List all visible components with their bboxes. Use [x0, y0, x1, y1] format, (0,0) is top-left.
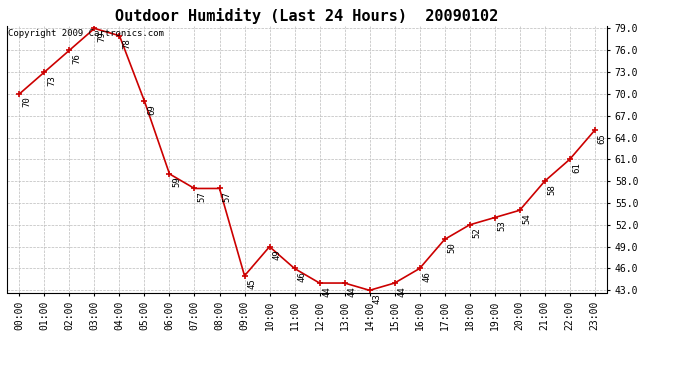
Text: 50: 50 — [447, 242, 456, 253]
Text: 46: 46 — [422, 271, 431, 282]
Text: 44: 44 — [397, 286, 406, 297]
Text: 49: 49 — [273, 249, 282, 260]
Text: 59: 59 — [172, 177, 181, 188]
Text: 78: 78 — [122, 39, 131, 49]
Text: 76: 76 — [72, 53, 81, 64]
Text: 52: 52 — [473, 228, 482, 238]
Text: 44: 44 — [322, 286, 331, 297]
Text: 69: 69 — [147, 104, 156, 115]
Text: 61: 61 — [573, 162, 582, 173]
Text: 45: 45 — [247, 279, 256, 289]
Text: 65: 65 — [598, 133, 607, 144]
Text: 54: 54 — [522, 213, 531, 224]
Text: 53: 53 — [497, 220, 506, 231]
Text: 44: 44 — [347, 286, 356, 297]
Title: Outdoor Humidity (Last 24 Hours)  20090102: Outdoor Humidity (Last 24 Hours) 2009010… — [115, 8, 499, 24]
Text: 46: 46 — [297, 271, 306, 282]
Text: Copyright 2009 Cartronics.com: Copyright 2009 Cartronics.com — [8, 29, 164, 38]
Text: 57: 57 — [197, 191, 206, 202]
Text: 79: 79 — [97, 31, 106, 42]
Text: 58: 58 — [547, 184, 556, 195]
Text: 57: 57 — [222, 191, 231, 202]
Text: 43: 43 — [373, 293, 382, 304]
Text: 73: 73 — [47, 75, 56, 86]
Text: 70: 70 — [22, 97, 31, 107]
